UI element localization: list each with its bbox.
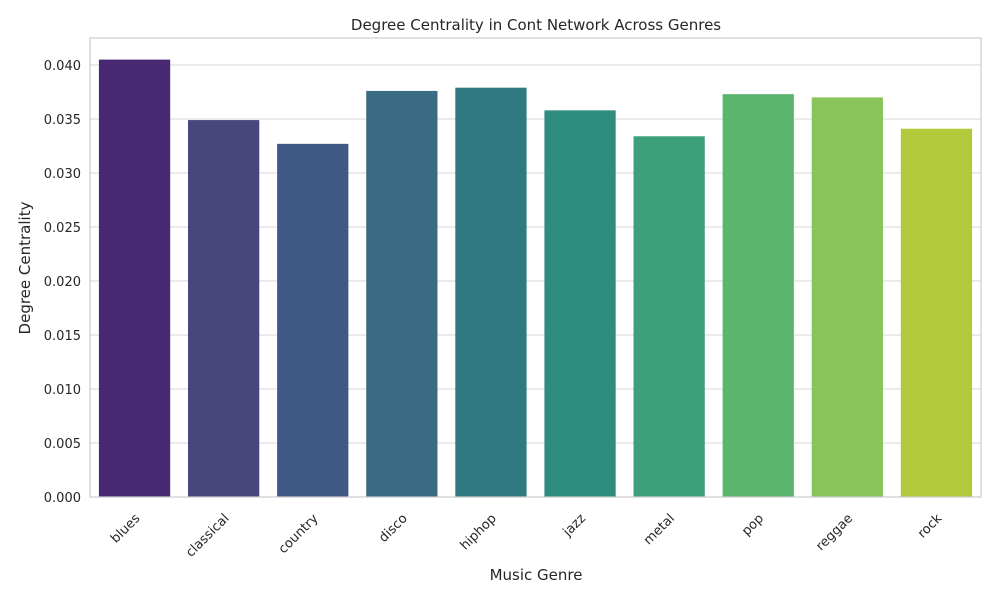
y-axis-label: Degree Centrality [16, 201, 34, 334]
bars [98, 59, 973, 498]
x-axis-label: Music Genre [490, 566, 583, 584]
x-tick-label: rock [915, 511, 946, 542]
y-tick-label: 0.000 [44, 491, 81, 506]
y-tick-label: 0.030 [44, 167, 81, 182]
y-tick-label: 0.005 [44, 437, 81, 452]
bar-metal [633, 136, 705, 497]
y-tick-label: 0.025 [44, 221, 81, 236]
bar-country [277, 143, 349, 497]
bar-classical [188, 120, 260, 497]
x-tick-label: disco [376, 511, 410, 545]
y-tick-label: 0.010 [44, 383, 81, 398]
bar-jazz [544, 110, 616, 498]
x-tick-label: country [276, 511, 322, 557]
x-tick-label: classical [183, 511, 232, 560]
x-tick-labels: blues classical country disco hiphop jazz meta… [108, 511, 945, 561]
y-tick-labels: 0.000 0.005 0.010 0.015 0.020 0.025 0.030 0.035… [44, 59, 81, 506]
bar-rock [900, 128, 973, 497]
plot-frame [89, 37, 982, 498]
y-tick-label: 0.020 [44, 275, 81, 290]
x-tick-label: jazz [560, 511, 589, 540]
bar-reggae [811, 97, 883, 498]
chart-title: Degree Centrality in Cont Network Across… [351, 16, 721, 34]
y-tick-label: 0.040 [44, 59, 81, 74]
bar-hiphop [455, 87, 527, 498]
x-tick-label: reggae [813, 511, 856, 554]
bar-disco [366, 90, 438, 498]
x-tick-label: metal [641, 511, 678, 548]
x-tick-label: pop [739, 511, 767, 539]
x-tick-label: hiphop [458, 511, 500, 553]
y-tick-label: 0.035 [44, 113, 81, 128]
x-tick-label: blues [108, 511, 143, 546]
bar-pop [722, 94, 794, 497]
y-tick-label: 0.015 [44, 329, 81, 344]
bar-blues [98, 59, 171, 497]
